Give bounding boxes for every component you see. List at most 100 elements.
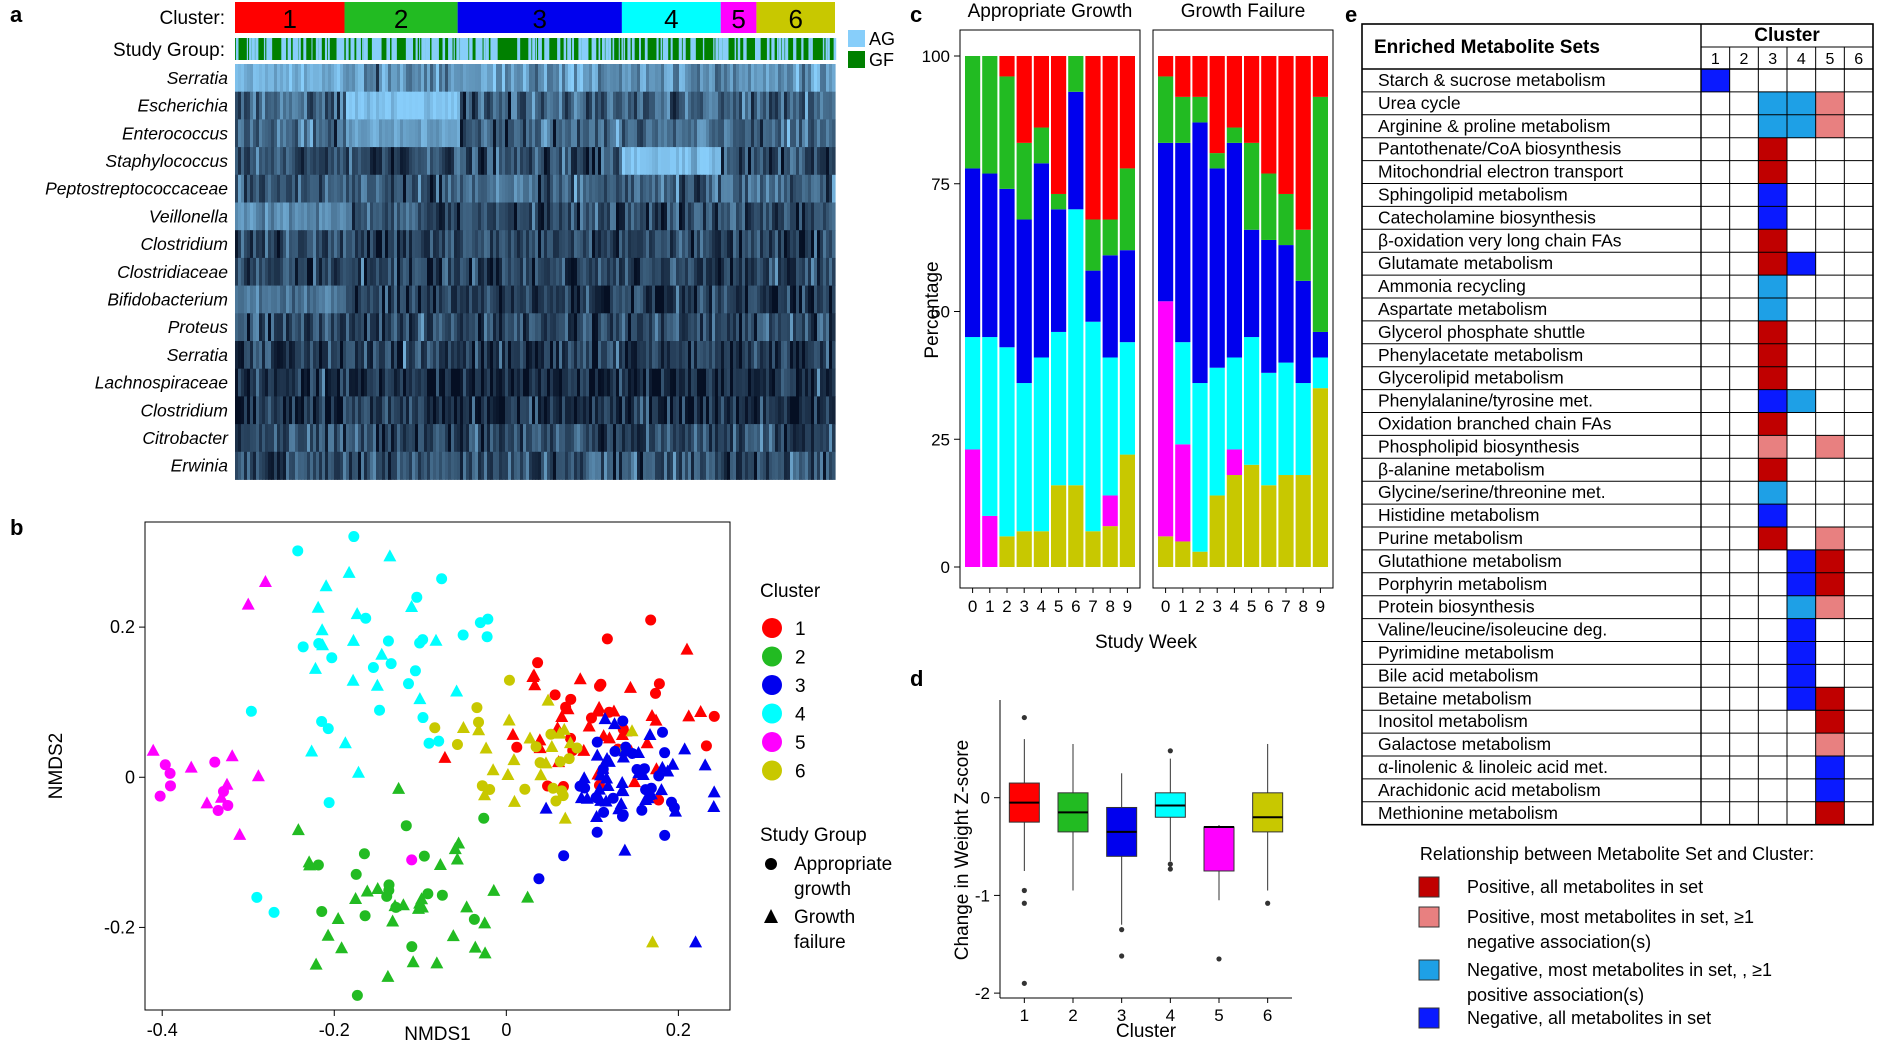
heatmap-cell: [316, 285, 320, 314]
heatmap-cell: [601, 368, 605, 397]
cluster-bar-label-4: 4: [664, 4, 678, 34]
heatmap-cell: [616, 341, 620, 370]
heatmap-cell: [682, 230, 686, 259]
heatmap-cell: [238, 424, 242, 453]
heatmap-cell: [448, 119, 452, 148]
heatmap-cell: [571, 147, 575, 176]
heatmap-cell: [634, 313, 638, 342]
table-cell-pa: [1758, 320, 1787, 344]
heatmap-cell: [538, 174, 542, 203]
heatmap-cell: [601, 230, 605, 259]
heatmap-cell: [520, 451, 524, 480]
heatmap-cell: [367, 396, 371, 425]
heatmap-cell: [301, 341, 305, 370]
heatmap-cell: [511, 451, 515, 480]
heatmap-cell: [235, 202, 239, 231]
legend-cluster-swatch-4: [762, 703, 782, 724]
scatter-point-cluster-4: [308, 661, 322, 674]
heatmap-cell: [547, 174, 551, 203]
heatmap-cell: [613, 451, 617, 480]
study-group-tick: [782, 38, 785, 60]
heatmap-cell: [424, 147, 428, 176]
heatmap-cell: [568, 119, 572, 148]
heatmap-cell: [694, 424, 698, 453]
study-group-tick: [682, 38, 686, 60]
heatmap-cell: [400, 202, 404, 231]
heatmap-cell: [805, 313, 809, 342]
heatmap-cell: [370, 451, 374, 480]
scatter-point-cluster-4: [414, 637, 426, 649]
heatmap-cell: [310, 451, 314, 480]
heatmap-cell: [496, 230, 500, 259]
heatmap-cell: [817, 91, 821, 120]
heatmap-cell: [475, 451, 479, 480]
legend-item-label: negative association(s): [1467, 932, 1651, 952]
heatmap-cell: [379, 147, 383, 176]
heatmap-cell: [388, 174, 392, 203]
heatmap-cell: [427, 424, 431, 453]
heatmap-cell: [469, 91, 473, 120]
bar-segment-cluster-3: [1158, 142, 1174, 302]
study-group-row-label: Study Group:: [113, 40, 225, 61]
heatmap-cell: [289, 451, 293, 480]
heatmap-cell: [820, 91, 824, 120]
heatmap-cell: [421, 451, 425, 480]
heatmap-cell: [244, 147, 248, 176]
heatmap-cell: [811, 368, 815, 397]
heatmap-cell: [589, 257, 593, 286]
heatmap-cell: [391, 396, 395, 425]
x-axis-label: Study Week: [1095, 632, 1198, 653]
heatmap-cell: [577, 147, 581, 176]
heatmap-cell: [571, 341, 575, 370]
heatmap-cell: [598, 257, 602, 286]
heatmap-cell: [490, 313, 494, 342]
heatmap-cell: [442, 230, 446, 259]
heatmap-cell: [775, 202, 779, 231]
heatmap-cell: [352, 64, 356, 93]
heatmap-cell: [604, 424, 608, 453]
heatmap-cell: [688, 424, 692, 453]
scatter-point-cluster-4: [405, 599, 419, 612]
bar-segment-cluster-2: [1158, 76, 1174, 143]
heatmap-cell: [688, 285, 692, 314]
heatmap-row-label: Clostridiaceae: [117, 262, 228, 282]
heatmap-cell: [367, 174, 371, 203]
heatmap-cell: [361, 64, 365, 93]
heatmap-cell: [748, 257, 752, 286]
heatmap-cell: [703, 396, 707, 425]
heatmap-cell: [265, 341, 269, 370]
heatmap-cell: [622, 396, 626, 425]
heatmap-cell: [679, 174, 683, 203]
heatmap-cell: [244, 91, 248, 120]
heatmap-cell: [454, 341, 458, 370]
heatmap-cell: [286, 147, 290, 176]
heatmap-cell: [610, 341, 614, 370]
table-cell-na: [1787, 687, 1816, 711]
scatter-point-cluster-4: [482, 613, 494, 625]
heatmap-cell: [565, 64, 569, 93]
heatmap-cell: [271, 451, 275, 480]
heatmap-cell: [292, 147, 296, 176]
heatmap-cell: [445, 285, 449, 314]
table-cell-pa: [1758, 366, 1787, 390]
heatmap-cell: [802, 257, 806, 286]
heatmap-cell: [784, 396, 788, 425]
heatmap-cell: [322, 424, 326, 453]
heatmap-cell: [622, 257, 626, 286]
heatmap-cell: [565, 174, 569, 203]
heatmap-cell: [664, 313, 668, 342]
heatmap-cell: [754, 257, 758, 286]
scatter-point-cluster-2: [302, 855, 316, 868]
x-tick-label: 7: [1281, 597, 1290, 616]
heatmap-cell: [793, 202, 797, 231]
heatmap-cell: [727, 368, 731, 397]
table-cell-pm: [1815, 114, 1845, 138]
heatmap-cell: [448, 202, 452, 231]
heatmap-cell: [403, 230, 407, 259]
heatmap-cell: [466, 396, 470, 425]
heatmap-cell: [295, 257, 299, 286]
heatmap-cell: [499, 313, 503, 342]
legend-cluster-label-4: 4: [795, 705, 806, 726]
heatmap-cell: [706, 341, 710, 370]
heatmap-cell: [364, 313, 368, 342]
